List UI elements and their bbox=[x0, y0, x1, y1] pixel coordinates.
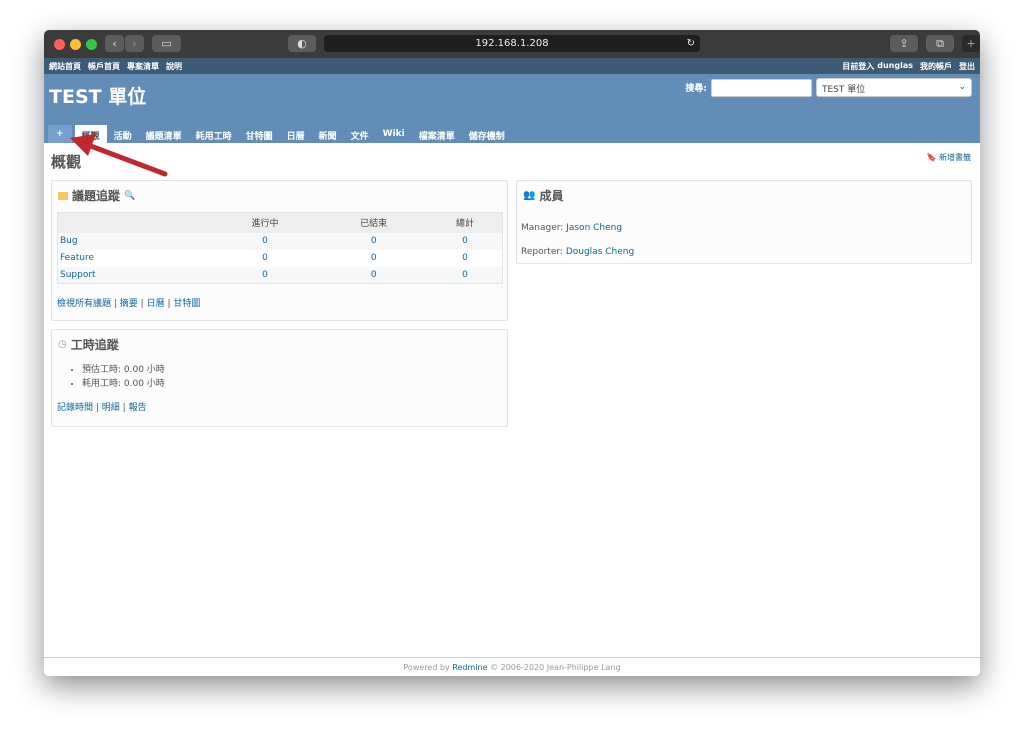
top-menu: 網站首頁 帳戶首頁 專案清單 說明 目前登入 dunglas 我的帳戶 登出 bbox=[44, 58, 980, 74]
logout-link[interactable]: 登出 bbox=[959, 61, 975, 71]
clock-icon: ◷ bbox=[58, 339, 67, 350]
project-jump-select[interactable]: TEST 單位 ⌄ bbox=[816, 78, 972, 97]
group-icon: 👥 bbox=[523, 190, 536, 201]
minimize-icon[interactable] bbox=[70, 39, 81, 50]
member-row: Manager: Jason Cheng bbox=[521, 216, 967, 240]
logged-in-user[interactable]: dunglas bbox=[877, 60, 913, 70]
log-time-link[interactable]: 記錄時間 bbox=[57, 403, 94, 413]
spent-time: 耗用工時: 0.00 小時 bbox=[82, 377, 507, 391]
share-icon[interactable]: ⇪ bbox=[890, 35, 918, 52]
tracker-link[interactable]: Feature bbox=[60, 253, 95, 263]
report-link[interactable]: 報告 bbox=[128, 403, 147, 413]
address-bar[interactable]: 192.168.1.208 ↻ bbox=[324, 35, 700, 52]
member-row: Reporter: Douglas Cheng bbox=[521, 240, 967, 264]
time-tracking-box: ◷工時追蹤 預估工時: 0.00 小時 耗用工時: 0.00 小時 記錄時間 |… bbox=[51, 329, 508, 427]
menu-home[interactable]: 網站首頁 bbox=[49, 61, 81, 71]
project-title: TEST 單位 bbox=[49, 86, 147, 108]
estimated-time: 預估工時: 0.00 小時 bbox=[82, 363, 507, 377]
closed-count[interactable]: 0 bbox=[370, 253, 377, 263]
tab-files[interactable]: 檔案清單 bbox=[418, 132, 455, 142]
browser-window: ‹ › ▭ ◐ 192.168.1.208 ↻ ⇪ ⧉ + 網站首頁 帳戶首頁 專… bbox=[44, 30, 980, 676]
gantt-link[interactable]: 甘特圖 bbox=[173, 299, 201, 309]
issues-title: 議題追蹤 bbox=[72, 189, 121, 203]
tab-documents[interactable]: 文件 bbox=[350, 132, 369, 142]
menu-my-page[interactable]: 帳戶首頁 bbox=[88, 61, 120, 71]
chevron-down-icon: ⌄ bbox=[958, 82, 966, 92]
col-closed: 已結束 bbox=[319, 212, 429, 233]
forward-button[interactable]: › bbox=[125, 35, 144, 52]
back-button[interactable]: ‹ bbox=[105, 35, 124, 52]
reload-icon[interactable]: ↻ bbox=[686, 38, 695, 49]
details-link[interactable]: 明細 bbox=[101, 403, 120, 413]
bookmark-icon: 🔖 bbox=[926, 153, 937, 162]
total-count[interactable]: 0 bbox=[462, 236, 468, 246]
closed-count[interactable]: 0 bbox=[370, 236, 377, 246]
members-box: 👥 成員 Manager: Jason Cheng Reporter: Dougl… bbox=[516, 180, 972, 264]
new-bookmark-label: 新增書籤 bbox=[939, 153, 971, 162]
search-label: 搜尋: bbox=[685, 84, 707, 94]
table-row: Feature 0 0 0 bbox=[57, 249, 503, 267]
tab-new[interactable]: + bbox=[48, 125, 72, 143]
url-text: 192.168.1.208 bbox=[475, 38, 549, 49]
member-role: Manager: bbox=[521, 223, 564, 233]
close-icon[interactable] bbox=[54, 39, 65, 50]
header: TEST 單位 搜尋: TEST 單位⌄ + 概觀 活動 議題清單 耗用工時 甘… bbox=[44, 74, 980, 143]
tab-issues[interactable]: 議題清單 bbox=[145, 132, 182, 142]
footer: Powered by Redmine © 2006-2020 Jean-Phil… bbox=[44, 657, 980, 676]
add-filter-icon[interactable]: 🔍 bbox=[124, 190, 136, 201]
tab-gantt[interactable]: 甘特圖 bbox=[245, 132, 273, 142]
menu-help[interactable]: 說明 bbox=[166, 61, 182, 71]
col-tracker bbox=[57, 212, 211, 233]
tracker-link[interactable]: Bug bbox=[60, 236, 78, 246]
sidebar-icon[interactable]: ▭ bbox=[152, 35, 181, 52]
page-title: 概觀 bbox=[51, 153, 82, 171]
maximize-icon[interactable] bbox=[86, 39, 97, 50]
privacy-shield-icon[interactable]: ◐ bbox=[288, 35, 316, 52]
member-link[interactable]: Jason Cheng bbox=[566, 223, 623, 233]
open-count[interactable]: 0 bbox=[262, 269, 268, 280]
calendar-link[interactable]: 日曆 bbox=[146, 299, 165, 309]
total-count[interactable]: 0 bbox=[462, 269, 468, 280]
my-account-link[interactable]: 我的帳戶 bbox=[920, 61, 952, 71]
main-content: 概觀 🔖 新增書籤 議題追蹤 🔍 進行中 已結束 總計 Bug 0 0 0 Feature 0… bbox=[44, 143, 980, 657]
member-link[interactable]: Douglas Cheng bbox=[565, 247, 635, 257]
tracker-link[interactable]: Support bbox=[60, 269, 96, 280]
new-bookmark-link[interactable]: 🔖 新增書籤 bbox=[926, 152, 971, 163]
tab-calendar[interactable]: 日曆 bbox=[286, 132, 305, 142]
new-tab-button[interactable]: + bbox=[962, 35, 980, 52]
tab-time-entries[interactable]: 耗用工時 bbox=[195, 132, 232, 142]
footer-prefix: Powered by bbox=[403, 663, 450, 672]
time-title: 工時追蹤 bbox=[70, 338, 119, 352]
tab-wiki[interactable]: Wiki bbox=[382, 129, 405, 139]
tab-activity[interactable]: 活動 bbox=[113, 132, 132, 142]
footer-copyright: © 2006-2020 Jean-Philippe Lang bbox=[490, 663, 621, 672]
issue-tracking-box: 議題追蹤 🔍 進行中 已結束 總計 Bug 0 0 0 Feature 0 0 0 Support… bbox=[51, 180, 508, 321]
tab-repository[interactable]: 儲存機制 bbox=[468, 132, 505, 142]
summary-link[interactable]: 摘要 bbox=[119, 299, 138, 309]
search-input[interactable] bbox=[711, 78, 812, 97]
table-row: Support 0 0 0 bbox=[57, 266, 503, 284]
view-all-issues-link[interactable]: 檢視所有議題 bbox=[57, 299, 112, 309]
redmine-link[interactable]: Redmine bbox=[452, 663, 488, 672]
project-select-value: TEST 單位 bbox=[822, 85, 866, 95]
browser-titlebar: ‹ › ▭ ◐ 192.168.1.208 ↻ ⇪ ⧉ + bbox=[44, 30, 980, 58]
open-count[interactable]: 0 bbox=[262, 253, 268, 263]
issues-table: 進行中 已結束 總計 Bug 0 0 0 Feature 0 0 0 Support 0 0 0 bbox=[57, 212, 503, 284]
tabs-overview-icon[interactable]: ⧉ bbox=[926, 35, 954, 52]
col-open: 進行中 bbox=[210, 212, 320, 233]
open-count[interactable]: 0 bbox=[262, 236, 268, 246]
tab-news[interactable]: 新聞 bbox=[318, 132, 337, 142]
menu-projects[interactable]: 專案清單 bbox=[127, 61, 159, 71]
total-count[interactable]: 0 bbox=[462, 253, 468, 263]
members-title: 成員 bbox=[539, 189, 564, 203]
table-row: Bug 0 0 0 bbox=[57, 232, 503, 250]
col-total: 總計 bbox=[428, 212, 503, 233]
logged-in-label: 目前登入 bbox=[842, 61, 875, 71]
closed-count[interactable]: 0 bbox=[370, 269, 377, 280]
member-role: Reporter: bbox=[521, 247, 563, 257]
ticket-icon bbox=[58, 191, 68, 200]
